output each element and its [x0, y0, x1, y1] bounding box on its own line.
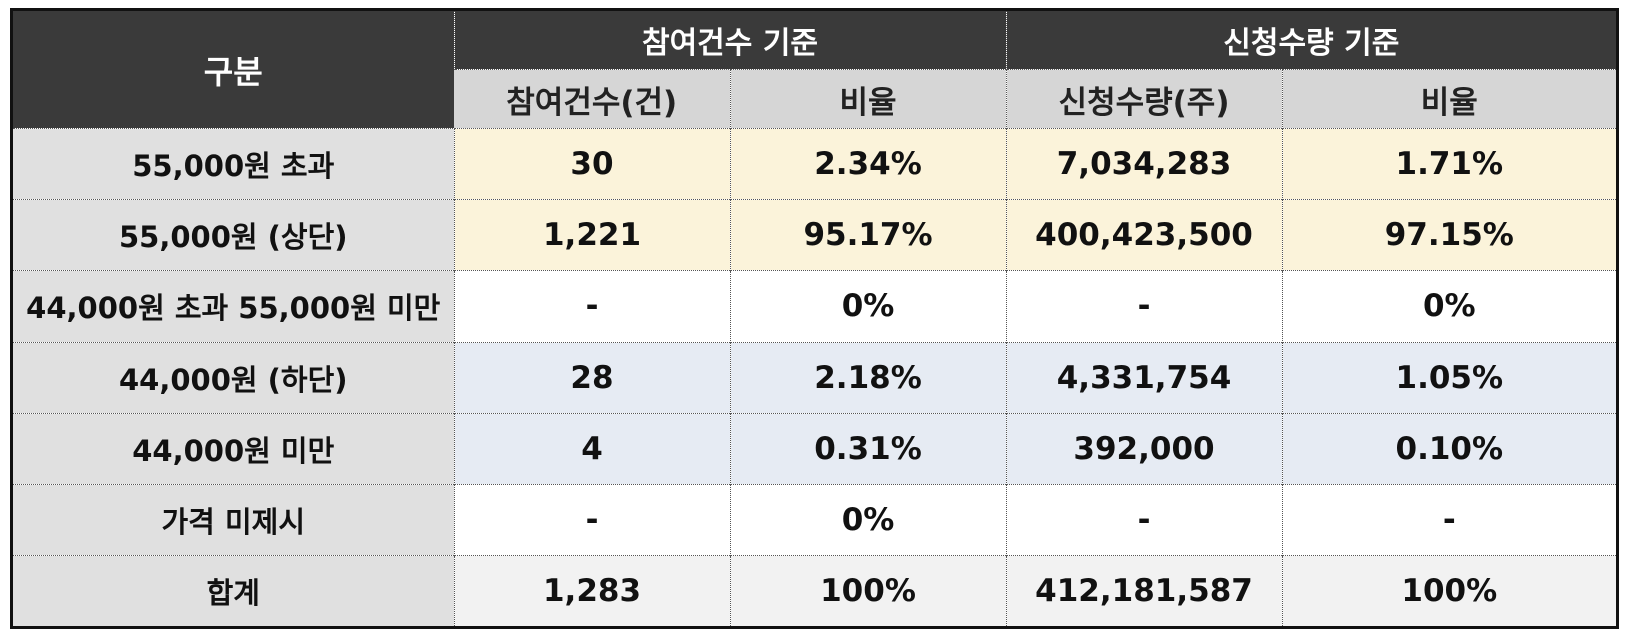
quantity: 7,034,283 — [1005, 127, 1283, 200]
participation-count: 28 — [453, 341, 730, 414]
allocation-table: 구분 참여건수 기준 신청수량 기준 참여건수(건) 비율 신청수량(주) 비율… — [13, 11, 1617, 626]
header-row-sub: 참여건수(건) 비율 신청수량(주) 비율 — [13, 69, 1617, 129]
quantity: 400,423,500 — [1005, 199, 1283, 271]
header-participation-ratio: 비율 — [729, 69, 1007, 129]
total-participation-ratio: 100% — [729, 555, 1007, 626]
row-label: 55,000원 (상단) — [13, 199, 454, 271]
participation-count: - — [453, 270, 730, 343]
participation-ratio: 0.31% — [729, 412, 1007, 485]
table-row: 55,000원 초과 30 2.34% 7,034,283 1.71% — [13, 127, 1617, 200]
table-row: 44,000원 (하단) 28 2.18% 4,331,754 1.05% — [13, 341, 1617, 414]
total-quantity-ratio: 100% — [1281, 555, 1617, 626]
total-participation-count: 1,283 — [453, 555, 730, 626]
row-label-total: 합계 — [13, 555, 454, 626]
quantity-ratio: - — [1281, 483, 1617, 556]
total-quantity: 412,181,587 — [1005, 555, 1283, 626]
quantity: - — [1005, 270, 1283, 343]
header-quantity-ratio: 비율 — [1281, 69, 1617, 129]
header-row-top: 구분 참여건수 기준 신청수량 기준 — [13, 11, 1617, 129]
participation-ratio: 0% — [729, 270, 1007, 343]
participation-ratio: 0% — [729, 483, 1007, 556]
participation-ratio: 2.34% — [729, 127, 1007, 200]
quantity: - — [1005, 483, 1283, 556]
participation-count: 1,221 — [453, 199, 730, 271]
row-label: 44,000원 (하단) — [13, 341, 454, 414]
participation-count: 4 — [453, 412, 730, 485]
participation-ratio: 95.17% — [729, 199, 1007, 271]
table-row: 44,000원 초과 55,000원 미만 - 0% - 0% — [13, 270, 1617, 343]
quantity-ratio: 1.71% — [1281, 127, 1617, 200]
row-label: 44,000원 미만 — [13, 412, 454, 485]
quantity-ratio: 1.05% — [1281, 341, 1617, 414]
row-label: 44,000원 초과 55,000원 미만 — [13, 270, 454, 343]
header-group-participation: 참여건수 기준 — [453, 11, 1007, 70]
header-quantity: 신청수량(주) — [1005, 69, 1283, 129]
participation-ratio: 2.18% — [729, 341, 1007, 414]
quantity-ratio: 97.15% — [1281, 199, 1617, 271]
row-label: 55,000원 초과 — [13, 127, 454, 200]
table-row: 44,000원 미만 4 0.31% 392,000 0.10% — [13, 412, 1617, 485]
header-participation-count: 참여건수(건) — [454, 69, 730, 129]
header-group-quantity: 신청수량 기준 — [1005, 11, 1617, 70]
table-row: 가격 미제시 - 0% - - — [13, 483, 1617, 556]
quantity-ratio: 0% — [1281, 270, 1617, 343]
quantity: 4,331,754 — [1005, 341, 1283, 414]
row-label: 가격 미제시 — [13, 483, 454, 556]
table-row: 55,000원 (상단) 1,221 95.17% 400,423,500 97… — [13, 199, 1617, 271]
total-row: 합계 1,283 100% 412,181,587 100% — [13, 555, 1617, 626]
allocation-table-frame: 구분 참여건수 기준 신청수량 기준 참여건수(건) 비율 신청수량(주) 비율… — [10, 8, 1619, 629]
participation-count: - — [453, 483, 730, 556]
quantity-ratio: 0.10% — [1281, 412, 1617, 485]
header-category: 구분 — [13, 11, 454, 129]
participation-count: 30 — [453, 127, 730, 200]
quantity: 392,000 — [1005, 412, 1283, 485]
